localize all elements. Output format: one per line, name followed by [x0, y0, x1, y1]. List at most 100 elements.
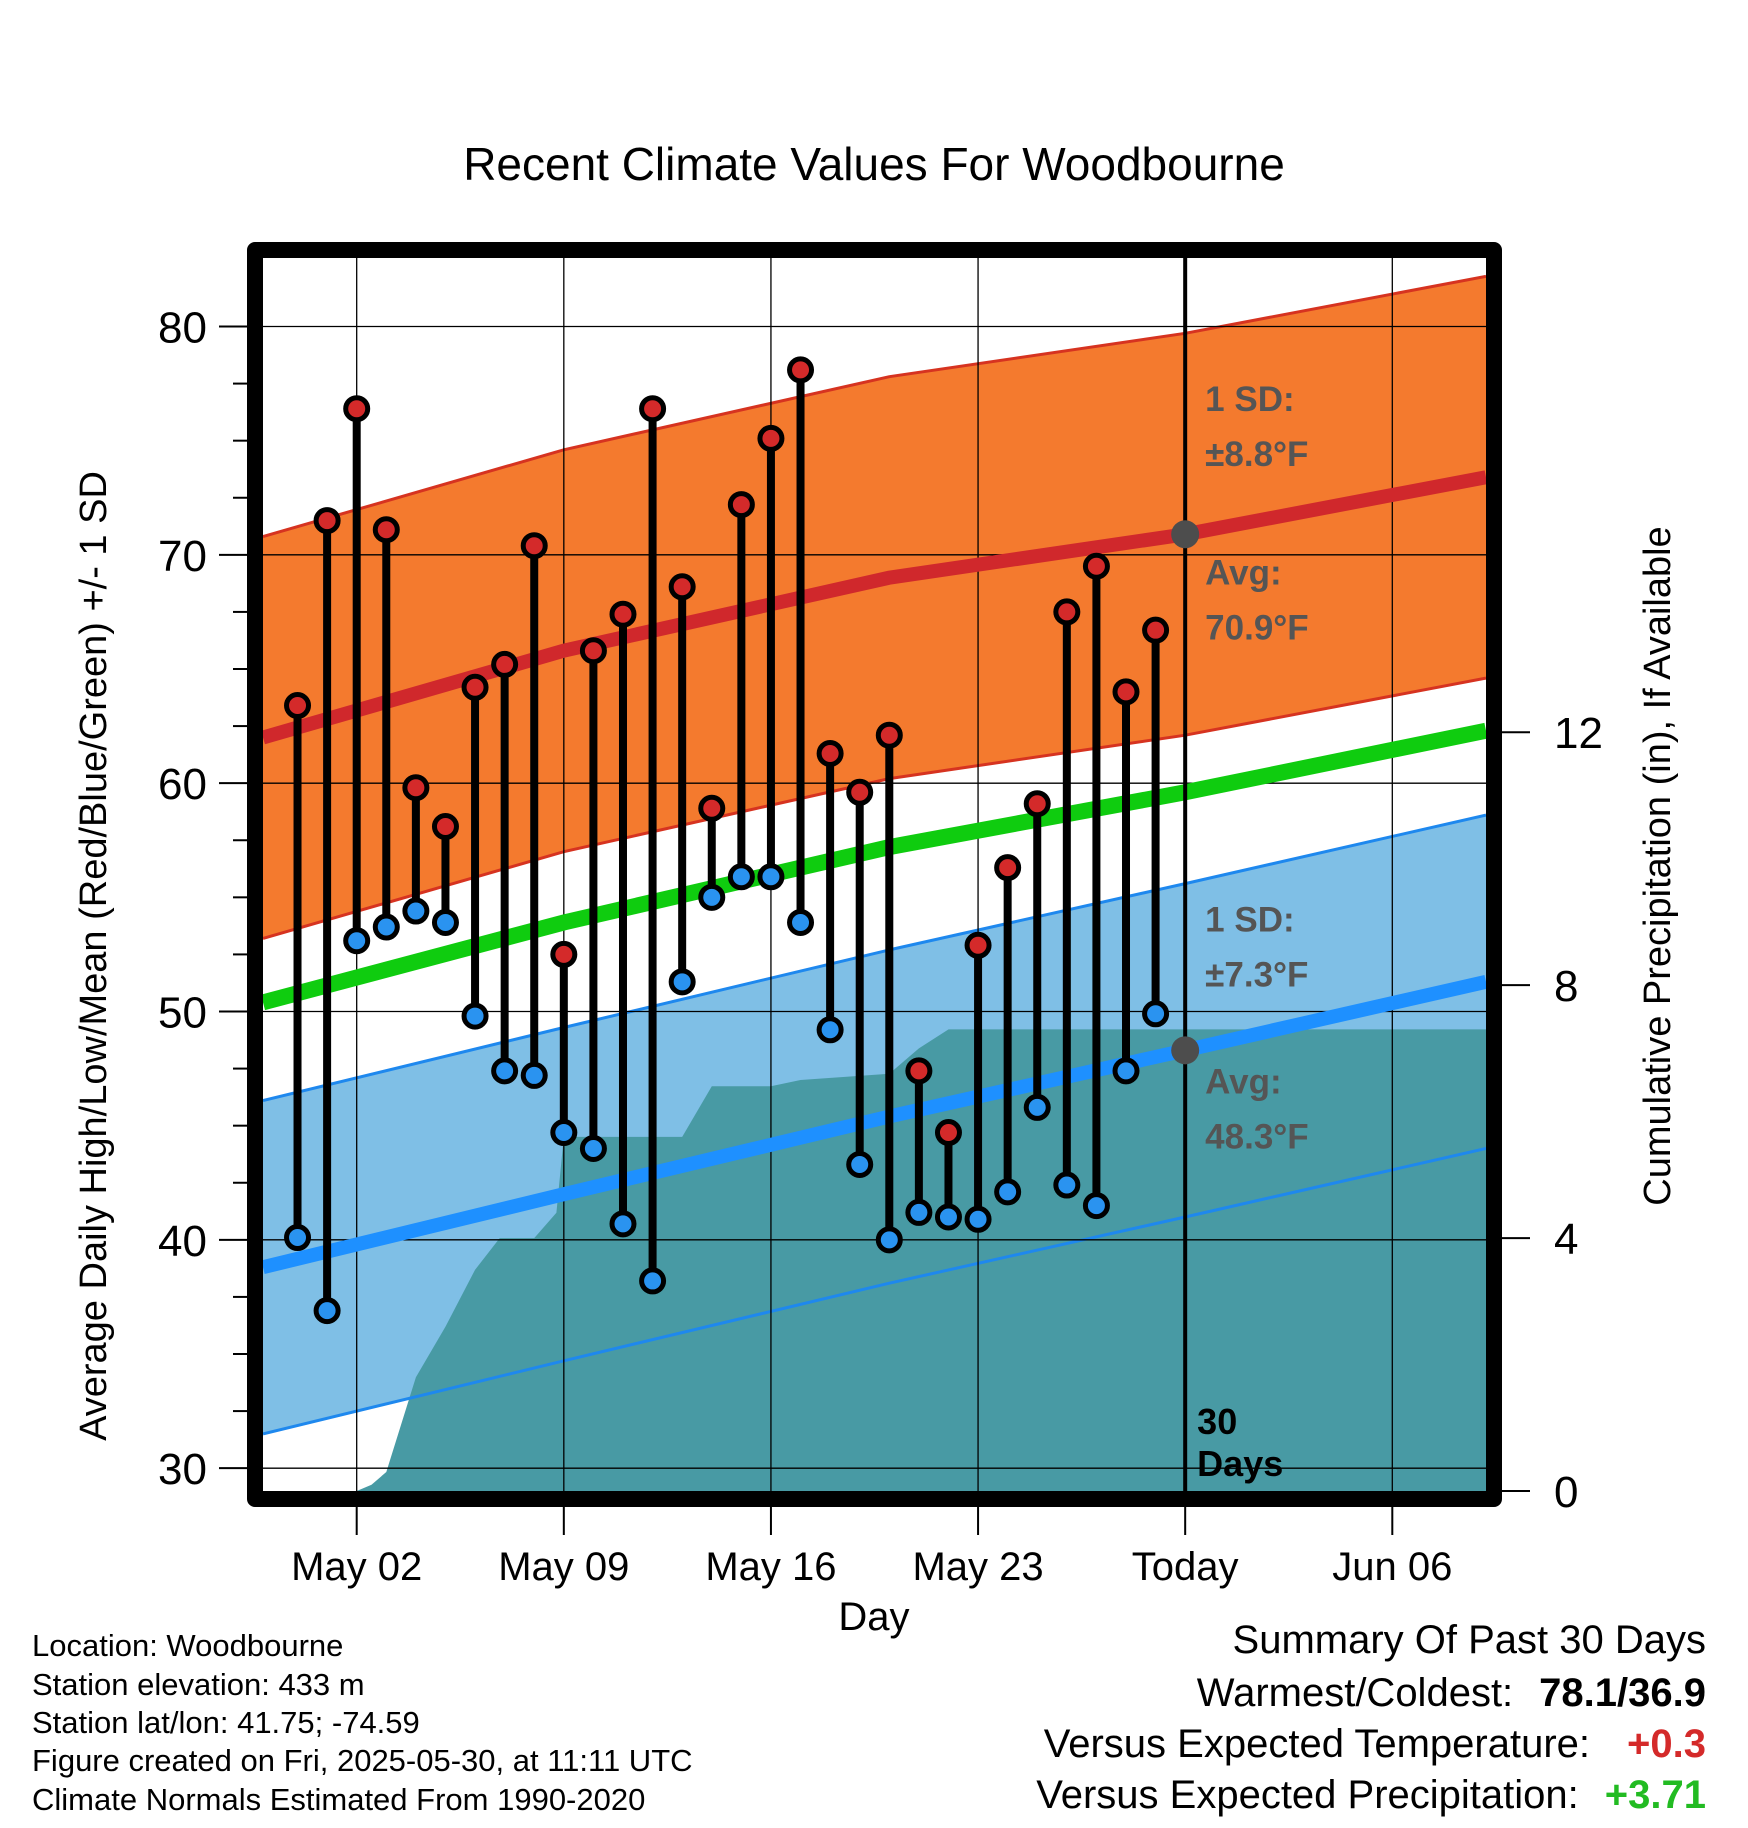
daily-low-point — [520, 1061, 548, 1089]
y-axis-label: Average Daily High/Low/Mean (Red/Blue/Gr… — [73, 471, 115, 1441]
footer-location: Location: Woodbourne — [32, 1628, 344, 1663]
x-tick-label: Jun 06 — [1332, 1545, 1452, 1589]
daily-low-point — [284, 1224, 312, 1252]
plot-frame — [247, 242, 1502, 1507]
daily-high-point — [905, 1057, 933, 1085]
daily-low-point — [757, 863, 785, 891]
daily-high-point — [727, 491, 755, 519]
daily-low-point — [816, 1016, 844, 1044]
daily-low-point — [787, 908, 815, 936]
summary-warm-cold-label: Warmest/Coldest: — [1196, 1671, 1514, 1715]
high-sd-band — [263, 276, 1486, 939]
y-tick-label: 40 — [158, 1217, 207, 1266]
today-label: 30 — [1197, 1401, 1237, 1442]
annotation-label: ±7.3°F — [1205, 955, 1308, 994]
annotation-label: 70.9°F — [1205, 608, 1309, 647]
annotation-label: 48.3°F — [1205, 1118, 1309, 1157]
daily-low-point — [313, 1297, 341, 1325]
daily-low-point — [372, 913, 400, 941]
annotation-label: 1 SD: — [1205, 380, 1294, 419]
x-tick-label: May 16 — [705, 1545, 836, 1589]
daily-low-point — [1082, 1192, 1110, 1220]
daily-low-point — [609, 1210, 637, 1238]
daily-low-point — [905, 1198, 933, 1226]
summary-precip-value: +3.71 — [1604, 1773, 1706, 1817]
x-tick-label: May 02 — [291, 1545, 422, 1589]
daily-high-point — [1053, 598, 1081, 626]
daily-high-point — [639, 395, 667, 423]
daily-high-point — [816, 739, 844, 767]
daily-high-point — [846, 778, 874, 806]
daily-low-point — [668, 968, 696, 996]
daily-low-point — [934, 1203, 962, 1231]
footer-latlon: Station lat/lon: 41.75; -74.59 — [32, 1705, 420, 1740]
daily-high-point — [994, 854, 1022, 882]
y-tick-label: 30 — [158, 1445, 207, 1494]
x-tick-label: May 23 — [912, 1545, 1043, 1589]
footer-elevation: Station elevation: 433 m — [32, 1667, 365, 1702]
daily-low-point — [1023, 1093, 1051, 1121]
chart-title: Recent Climate Values For Woodbourne — [463, 138, 1285, 190]
summary-warm-cold: Warmest/Coldest: 78.1/36.9 — [1197, 1671, 1706, 1716]
x-tick-label: May 09 — [498, 1545, 629, 1589]
high-normal-line — [263, 470, 1486, 745]
summary-warm-cold-value: 78.1/36.9 — [1539, 1671, 1706, 1715]
daily-high-point — [372, 516, 400, 544]
footer-normals: Climate Normals Estimated From 1990-2020 — [32, 1782, 646, 1817]
daily-low-point — [639, 1267, 667, 1295]
summary-temp-value: +0.3 — [1627, 1722, 1706, 1766]
daily-high-point — [520, 532, 548, 560]
annotation-label: Avg: — [1205, 554, 1281, 593]
daily-high-point — [934, 1119, 962, 1147]
y-tick-label: 80 — [158, 304, 207, 353]
summary-temp: Versus Expected Temperature: +0.3 — [1044, 1722, 1706, 1767]
daily-high-point — [491, 650, 519, 678]
annotation-label: ±8.8°F — [1205, 435, 1308, 474]
daily-low-point — [461, 1002, 489, 1030]
daily-low-point — [1112, 1057, 1140, 1085]
daily-low-point — [846, 1150, 874, 1178]
y2-tick-label: 0 — [1554, 1468, 1578, 1517]
y2-tick-label: 12 — [1554, 709, 1603, 758]
y-tick-label: 70 — [158, 532, 207, 581]
y-tick-label: 50 — [158, 989, 207, 1038]
y2-axis-label: Cumulative Precipitation (in), If Availa… — [1637, 526, 1679, 1205]
daily-low-point — [1142, 1000, 1170, 1028]
daily-high-point — [461, 673, 489, 701]
daily-high-point — [875, 721, 903, 749]
daily-low-point — [431, 908, 459, 936]
annotation-label: 1 SD: — [1205, 901, 1294, 940]
daily-low-point — [964, 1205, 992, 1233]
today-low-normal-marker — [1171, 1036, 1200, 1065]
daily-low-point — [343, 927, 371, 955]
daily-high-point — [1142, 616, 1170, 644]
daily-high-point — [1112, 678, 1140, 706]
summary-temp-label: Versus Expected Temperature: — [1043, 1722, 1590, 1766]
summary-title: Summary Of Past 30 Days — [1232, 1618, 1706, 1662]
daily-high-point — [402, 774, 430, 802]
y-tick-label: 60 — [158, 760, 207, 809]
daily-high-point — [550, 940, 578, 968]
daily-high-point — [698, 794, 726, 822]
daily-low-point — [875, 1226, 903, 1254]
x-axis-label: Day — [838, 1595, 909, 1639]
daily-high-point — [579, 637, 607, 665]
today-high-normal-marker — [1171, 520, 1200, 549]
daily-high-point — [431, 813, 459, 841]
daily-low-point — [402, 897, 430, 925]
low-sd-lower-edge — [263, 1147, 1486, 1436]
daily-high-point — [668, 573, 696, 601]
annotation-label: Avg: — [1205, 1063, 1281, 1102]
daily-high-point — [787, 356, 815, 384]
footer-created: Figure created on Fri, 2025-05-30, at 11… — [32, 1743, 693, 1778]
daily-high-point — [1082, 552, 1110, 580]
summary-precip: Versus Expected Precipitation: +3.71 — [1036, 1773, 1706, 1818]
daily-low-point — [491, 1057, 519, 1085]
daily-low-point — [1053, 1171, 1081, 1199]
daily-low-point — [579, 1135, 607, 1162]
daily-high-point — [757, 424, 785, 452]
daily-low-point — [698, 883, 726, 911]
daily-high-point — [313, 507, 341, 535]
daily-high-point — [284, 692, 312, 720]
